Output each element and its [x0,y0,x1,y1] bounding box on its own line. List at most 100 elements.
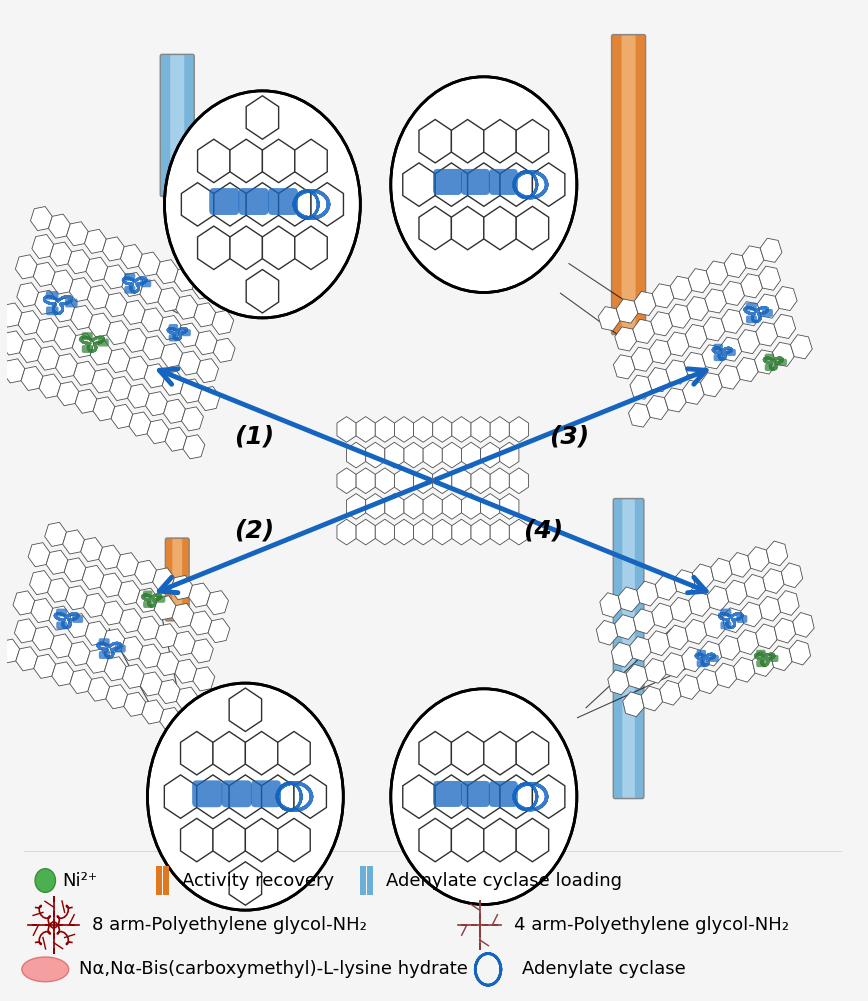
Polygon shape [51,270,73,294]
Polygon shape [13,591,35,615]
Polygon shape [674,570,695,595]
Polygon shape [193,667,214,691]
FancyBboxPatch shape [82,332,93,340]
Polygon shape [423,493,443,520]
Polygon shape [700,642,721,666]
Polygon shape [262,226,295,269]
Polygon shape [179,351,201,375]
Polygon shape [121,637,142,661]
FancyBboxPatch shape [97,338,108,346]
Polygon shape [700,372,722,396]
Polygon shape [462,493,481,520]
Polygon shape [64,558,86,582]
FancyBboxPatch shape [56,622,68,630]
Polygon shape [471,467,490,493]
Text: Adenylate cyclase loading: Adenylate cyclase loading [386,872,621,890]
Polygon shape [721,309,743,333]
Polygon shape [193,275,214,299]
Polygon shape [87,649,108,674]
Polygon shape [451,119,483,163]
Polygon shape [160,708,181,732]
Polygon shape [139,644,161,668]
FancyBboxPatch shape [82,345,93,353]
Polygon shape [715,663,737,688]
FancyBboxPatch shape [124,273,135,281]
Polygon shape [516,819,549,862]
FancyBboxPatch shape [168,324,178,331]
Polygon shape [471,416,490,442]
Polygon shape [20,338,42,362]
Polygon shape [69,277,91,301]
Polygon shape [100,573,122,598]
Polygon shape [30,206,52,230]
FancyBboxPatch shape [165,538,189,621]
Polygon shape [158,287,180,311]
Polygon shape [682,380,704,404]
Polygon shape [481,493,500,520]
Polygon shape [32,234,54,258]
Polygon shape [600,593,621,618]
FancyBboxPatch shape [756,650,766,657]
Polygon shape [18,310,40,334]
Polygon shape [176,687,198,712]
Polygon shape [500,163,532,206]
Polygon shape [481,442,500,467]
Polygon shape [108,348,130,372]
FancyBboxPatch shape [461,169,490,195]
Text: Adenylate cyclase: Adenylate cyclase [523,960,686,978]
Polygon shape [99,546,121,570]
Polygon shape [52,662,74,686]
Polygon shape [759,266,780,290]
Circle shape [391,689,577,905]
Text: (3): (3) [549,424,589,448]
Polygon shape [174,632,195,656]
Polygon shape [2,331,23,355]
Polygon shape [106,685,128,709]
Polygon shape [483,819,516,862]
Polygon shape [66,586,88,610]
Polygon shape [365,493,385,520]
Polygon shape [49,606,71,631]
FancyBboxPatch shape [56,609,67,617]
FancyBboxPatch shape [612,35,646,334]
Circle shape [391,77,577,292]
Polygon shape [15,619,36,643]
Polygon shape [247,96,279,139]
Polygon shape [75,389,97,413]
Polygon shape [175,660,197,684]
Polygon shape [37,346,59,370]
FancyBboxPatch shape [746,302,757,310]
Polygon shape [670,598,692,623]
Polygon shape [738,329,760,353]
Polygon shape [123,300,145,324]
Polygon shape [311,182,344,226]
Polygon shape [404,442,424,467]
Polygon shape [631,347,653,371]
FancyBboxPatch shape [72,615,83,623]
FancyBboxPatch shape [46,291,58,299]
Polygon shape [83,594,105,618]
Polygon shape [126,356,148,380]
Polygon shape [452,416,471,442]
FancyBboxPatch shape [170,55,184,195]
Polygon shape [141,308,163,332]
Polygon shape [198,226,230,269]
Polygon shape [57,381,79,405]
Polygon shape [483,206,516,250]
Polygon shape [177,323,199,347]
Polygon shape [356,467,375,493]
Polygon shape [181,182,214,226]
Polygon shape [622,692,644,717]
FancyBboxPatch shape [192,781,222,807]
Polygon shape [413,416,433,442]
Ellipse shape [22,957,69,982]
Polygon shape [122,665,144,689]
Polygon shape [652,604,674,628]
Polygon shape [413,467,433,493]
FancyBboxPatch shape [489,169,518,195]
Polygon shape [0,639,20,664]
Polygon shape [608,670,629,695]
Polygon shape [615,615,636,640]
Polygon shape [71,305,93,329]
Polygon shape [67,614,89,638]
